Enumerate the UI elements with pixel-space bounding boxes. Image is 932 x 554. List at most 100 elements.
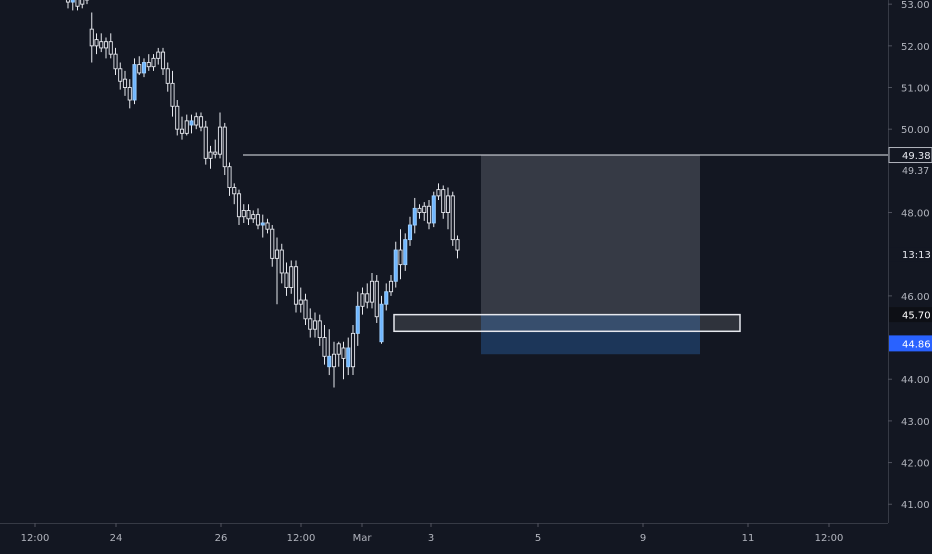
candle <box>455 235 460 259</box>
candle <box>94 33 99 55</box>
candle <box>298 287 303 313</box>
candle <box>251 210 256 223</box>
candle-body <box>213 151 218 155</box>
candle-body <box>431 195 436 224</box>
candle <box>208 145 213 169</box>
time-tick-label: 12:00 <box>21 533 50 544</box>
candle-body <box>70 0 75 3</box>
candle-body <box>108 41 113 55</box>
candle-body <box>426 205 432 224</box>
current-price-label-box <box>889 335 932 352</box>
price-tick-label: 48.00 <box>901 209 930 220</box>
candle <box>312 312 318 338</box>
candle-body <box>384 291 389 305</box>
candle-body <box>251 214 256 220</box>
candle <box>236 189 242 226</box>
candle-body <box>341 347 346 359</box>
price-axis-panel[interactable] <box>888 0 932 550</box>
candle-body <box>284 272 289 288</box>
candle-body <box>222 126 227 168</box>
candle <box>436 183 441 201</box>
candle-body <box>198 116 204 128</box>
candle-body <box>118 68 123 82</box>
candle-body <box>393 249 398 282</box>
line-price-label-small: 49.37 <box>902 166 929 177</box>
candle-body <box>298 299 303 305</box>
candle-body <box>303 299 308 320</box>
candle <box>279 243 284 284</box>
candle-body <box>189 120 194 126</box>
time-tick-label: 5 <box>535 533 541 544</box>
candle <box>398 229 403 280</box>
candle-body <box>308 318 313 330</box>
candle <box>217 112 223 159</box>
candle <box>179 116 185 140</box>
candle <box>445 187 451 230</box>
candle <box>184 114 189 136</box>
candle <box>308 308 313 338</box>
candle-body <box>398 249 403 266</box>
candle-body <box>179 128 185 134</box>
candle <box>132 58 137 105</box>
candle <box>175 100 180 136</box>
candle-body <box>422 205 427 213</box>
candle-body <box>65 0 71 3</box>
candle-body <box>217 126 223 155</box>
candle <box>194 112 199 130</box>
time-tick-label: 9 <box>640 533 646 544</box>
candle <box>165 62 170 92</box>
zone-price-label-box <box>889 307 932 323</box>
candle-body <box>455 239 460 251</box>
candle <box>360 287 365 315</box>
candle-body <box>365 293 370 303</box>
zone-rectangle[interactable] <box>393 313 741 333</box>
candle-body <box>156 51 161 59</box>
candle-body <box>141 62 147 74</box>
candle <box>118 62 123 90</box>
candle-body <box>265 222 270 230</box>
candle-body <box>274 249 280 259</box>
candle-body <box>360 293 365 307</box>
candle-body <box>113 53 118 70</box>
candle <box>322 325 327 365</box>
candle <box>75 0 80 11</box>
candle-body <box>99 41 104 49</box>
candle <box>341 341 346 380</box>
candle-body <box>260 222 265 226</box>
candle <box>365 283 370 309</box>
countdown-box <box>889 247 932 262</box>
candle <box>99 33 104 53</box>
candle-body <box>137 64 142 74</box>
candle <box>336 341 341 367</box>
candle <box>160 47 166 76</box>
line-price-label: 49.38 <box>902 151 931 162</box>
candle <box>227 162 232 196</box>
candle <box>274 237 280 305</box>
candle-body <box>127 87 132 101</box>
candle-body <box>417 207 422 213</box>
time-tick-label: 12:00 <box>287 533 316 544</box>
candle <box>327 329 332 376</box>
candle <box>422 202 427 221</box>
time-axis-panel[interactable] <box>0 523 932 550</box>
candle-body <box>407 224 413 241</box>
position-stop-zone[interactable] <box>481 314 700 355</box>
line-price-label-box <box>888 147 932 164</box>
price-tick-label: 46.00 <box>901 292 930 303</box>
candle-body <box>270 228 275 259</box>
candle <box>146 54 151 71</box>
countdown-label: 13:13 <box>902 250 931 261</box>
position-target-zone[interactable] <box>481 155 700 315</box>
price-tick-label: 43.00 <box>901 417 930 428</box>
candle-body <box>441 189 446 213</box>
candle <box>441 185 446 219</box>
candle <box>331 341 337 388</box>
candle <box>137 56 142 76</box>
candle-body <box>255 214 261 226</box>
candle <box>127 79 132 109</box>
candle <box>293 260 299 313</box>
candle <box>393 241 398 288</box>
candle-body <box>388 280 394 293</box>
time-tick-label: 12:00 <box>815 533 844 544</box>
